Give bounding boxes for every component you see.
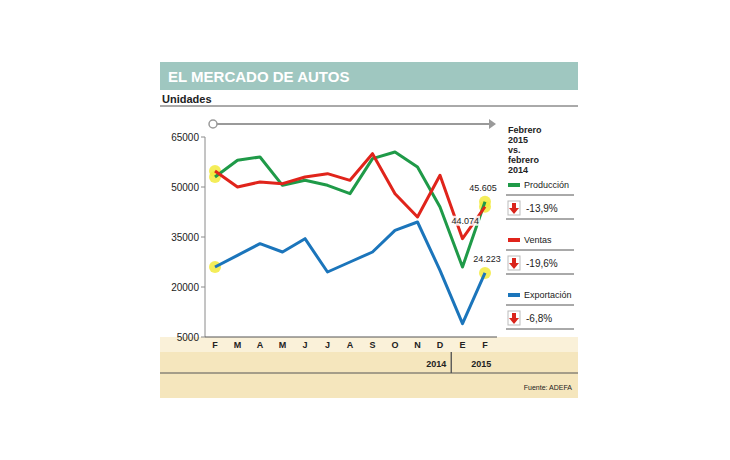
x-tick-label: J: [325, 340, 330, 350]
x-tick-label: M: [279, 340, 287, 350]
data-labels: 45.605 44.074 24.223: [450, 183, 501, 264]
legend-label: Ventas: [524, 235, 552, 245]
y-tick-label: 65000: [171, 132, 199, 143]
data-label: 44.074: [451, 216, 479, 226]
x-tick-label: M: [234, 340, 242, 350]
legend-swatch: [508, 238, 520, 242]
legend-label: Exportación: [524, 290, 572, 300]
legend-rule: [506, 219, 574, 220]
arrow-shaft: [512, 258, 516, 263]
y-tick: [201, 237, 205, 238]
legend-title-line: 2015: [508, 135, 528, 145]
data-label-bg: [468, 183, 498, 193]
legend-label: Producción: [524, 180, 569, 190]
legend-title-line: 2014: [508, 165, 528, 175]
legend-title-line: febrero: [508, 155, 540, 165]
x-tick-label: N: [414, 340, 421, 350]
chart: EL MERCADO DE AUTOS Unidades 5000 20000 3500…: [0, 0, 730, 460]
marks: [209, 152, 491, 324]
x-tick-label: E: [459, 340, 465, 350]
x-tick-label: O: [391, 340, 398, 350]
y-tick: [201, 187, 205, 188]
x-tick-label: D: [437, 340, 444, 350]
legend-rule: [506, 274, 574, 275]
change-label: -19,6%: [526, 258, 558, 269]
legend-rule: [506, 305, 574, 306]
y-tick: [201, 337, 205, 338]
x-tick-label: A: [257, 340, 264, 350]
y-tick-label: 5000: [177, 332, 200, 343]
legend-rule: [506, 329, 574, 330]
top-arrow-head: [489, 119, 496, 129]
y-tick-label: 50000: [171, 182, 199, 193]
y-axis-title: Unidades: [162, 93, 212, 105]
arrow-shaft: [512, 203, 516, 208]
x-tick-label: J: [302, 340, 307, 350]
y-tick-label: 20000: [171, 282, 199, 293]
data-label: 24.223: [473, 254, 501, 264]
legend-title-line: vs.: [508, 145, 521, 155]
series-line: [215, 152, 485, 267]
legend-swatch: [508, 183, 520, 187]
year-label: 2014: [426, 359, 446, 369]
x-tick-label: F: [482, 340, 488, 350]
panel-bg: [160, 62, 578, 398]
top-arrow-start: [209, 120, 217, 128]
year-separator: [451, 352, 452, 373]
year-rule: [160, 373, 578, 374]
top-arrow-line: [213, 123, 489, 125]
bottom-band: [160, 352, 578, 398]
category-band: [160, 337, 578, 352]
arrow-head: [509, 318, 519, 324]
legend-rule: [506, 195, 574, 196]
y-tick: [201, 137, 205, 138]
y-tick-label: 35000: [171, 232, 199, 243]
year-label: 2015: [471, 359, 491, 369]
header-band: [160, 62, 578, 90]
year-start: [203, 352, 204, 373]
arrow-head: [509, 208, 519, 214]
series-line: [215, 154, 485, 239]
arrow-head: [509, 263, 519, 269]
x-axis-line: [205, 337, 497, 338]
arrow-box: [508, 256, 520, 270]
data-label-bg: [472, 254, 502, 264]
legend-rule: [506, 250, 574, 251]
legend-swatch: [508, 293, 520, 297]
header-rule: [160, 106, 578, 107]
x-tick-label: A: [347, 340, 354, 350]
change-label: -6,8%: [526, 313, 552, 324]
source: Fuente: ADEFA: [524, 384, 573, 391]
arrow-box: [508, 201, 520, 215]
year-start: [451, 352, 452, 373]
arrow-shaft: [512, 313, 516, 318]
y-tick: [201, 287, 205, 288]
change-label: -13,9%: [526, 203, 558, 214]
title: EL MERCADO DE AUTOS: [168, 68, 349, 85]
data-label-bg: [450, 216, 480, 226]
arrow-box: [508, 311, 520, 325]
legend-title: Febrero2015vs.febrero2014: [508, 125, 542, 175]
x-tick-label: F: [212, 340, 218, 350]
legend-title-line: Febrero: [508, 125, 542, 135]
x-tick-label: S: [369, 340, 375, 350]
series-line: [215, 222, 485, 324]
data-label: 45.605: [469, 183, 497, 193]
